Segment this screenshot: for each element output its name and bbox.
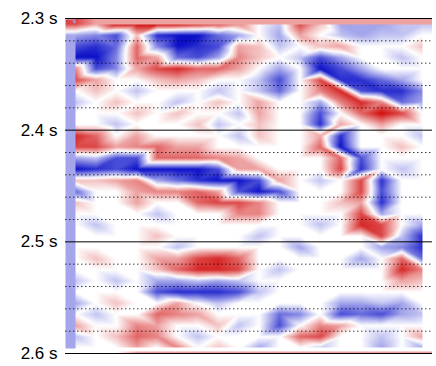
svg-text:2.6 s: 2.6 s [21, 344, 58, 363]
svg-text:2.5 s: 2.5 s [21, 232, 58, 251]
svg-text:2.3 s: 2.3 s [21, 9, 58, 28]
svg-text:2.4 s: 2.4 s [21, 121, 58, 140]
